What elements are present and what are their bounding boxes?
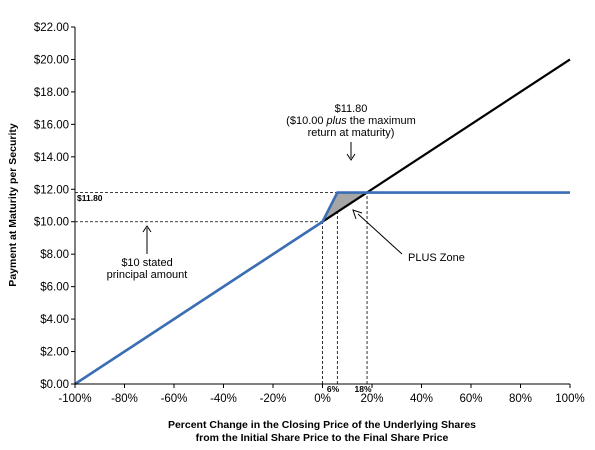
x-tick-label: 100%: [555, 393, 584, 405]
y-tick-label: $12.00: [34, 184, 69, 196]
x-tick-label: 60%: [459, 393, 482, 405]
max-value-note-part2: the maximum: [347, 115, 416, 127]
x-tick-label: -20%: [260, 393, 287, 405]
x-marker-6: 6%: [327, 384, 340, 394]
principal-arrowhead: [142, 225, 152, 233]
y-tick-label: $4.00: [40, 314, 69, 326]
x-tick-label: -60%: [161, 393, 188, 405]
y-tick-label: $2.00: [40, 347, 69, 359]
plus-zone-arrow: [357, 213, 403, 255]
series-security-payoff-line: [74, 191, 570, 386]
y-tick-label: $18.00: [34, 87, 69, 99]
x-tick-label: -40%: [210, 393, 237, 405]
x-tick-label: 20%: [360, 393, 383, 405]
max-value-axis-label: $11.80: [77, 193, 103, 203]
y-tick-label: $10.00: [34, 217, 69, 229]
x-tick-label: 80%: [509, 393, 532, 405]
y-tick-label: $16.00: [34, 119, 69, 131]
x-axis-ticks: -100% -80% -60% -40% -20% 0% 20% 40% 60% 80% 100%: [58, 384, 585, 405]
x-axis-title-line1: Percent Change in the Closing Price of t…: [168, 419, 476, 431]
max-value-note-line2: ($10.00 plus the maximum: [286, 115, 416, 127]
plus-zone-arrowhead: [352, 209, 363, 220]
reference-lines: [75, 192, 368, 384]
x-tick-label: 0%: [314, 393, 331, 405]
x-axis-title-line2: from the Initial Share Price to the Fina…: [196, 432, 449, 444]
x-tick-label: 40%: [410, 393, 433, 405]
series-lines: [74, 58, 571, 386]
plus-zone-label: PLUS Zone: [408, 252, 465, 264]
y-axis-ticks: $0.00 $2.00 $4.00 $6.00 $8.00 $10.00 $12.00 $14…: [34, 22, 75, 391]
max-value-note-line3: return at maturity): [308, 127, 395, 139]
x-marker-18: 18%: [354, 384, 371, 394]
principal-note-line2: principal amount: [107, 269, 188, 281]
y-tick-label: $20.00: [34, 54, 69, 66]
max-value-note-part1: ($10.00: [286, 115, 326, 127]
x-tick-label: -100%: [58, 393, 91, 405]
y-tick-label: $14.00: [34, 152, 69, 164]
max-value-note-plus: plus: [326, 115, 348, 127]
x-tick-label: -80%: [111, 393, 138, 405]
y-axis-title: Payment at Maturity per Security: [7, 123, 19, 287]
y-tick-label: $22.00: [34, 22, 69, 34]
max-value-arrowhead: [346, 153, 356, 161]
y-tick-label: $8.00: [40, 249, 69, 261]
principal-note-line1: $10 stated: [121, 257, 172, 269]
max-value-note-line1: $11.80: [335, 103, 368, 115]
y-tick-label: $6.00: [40, 282, 69, 294]
y-tick-label: $0.00: [40, 379, 69, 391]
